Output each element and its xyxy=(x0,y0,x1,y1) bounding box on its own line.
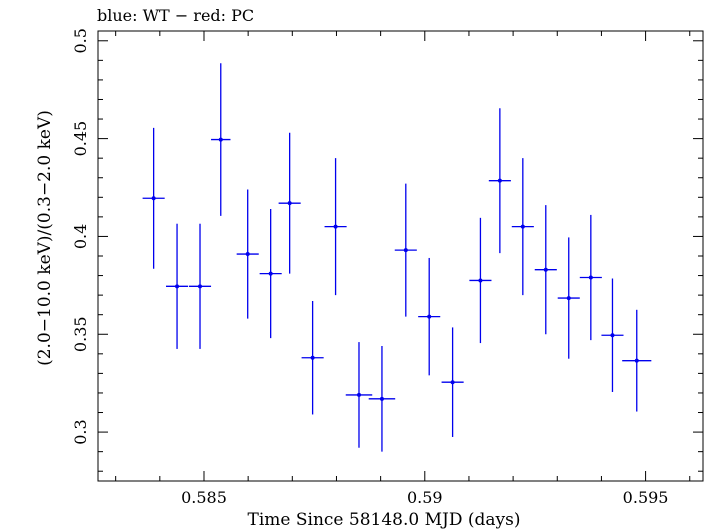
x-tick-label: 0.595 xyxy=(623,488,669,507)
data-marker xyxy=(543,267,548,272)
data-point xyxy=(368,346,396,452)
data-point xyxy=(211,63,231,216)
y-tick-label: 0.3 xyxy=(71,419,90,444)
data-point xyxy=(622,309,652,412)
data-point xyxy=(579,214,602,341)
data-point xyxy=(469,217,492,344)
data-point xyxy=(441,327,464,437)
y-axis-label: (2.0−10.0 keV)/(0.3−2.0 keV) xyxy=(35,110,55,366)
y-tick-label: 0.5 xyxy=(71,28,90,53)
data-point xyxy=(394,183,417,317)
x-axis-label: Time Since 58148.0 MJD (days) xyxy=(248,510,521,530)
data-marker xyxy=(218,137,223,142)
data-point xyxy=(324,158,347,296)
data-point xyxy=(511,158,534,296)
data-point xyxy=(418,257,441,376)
data-marker xyxy=(310,355,315,360)
data-marker xyxy=(245,252,250,257)
data-point xyxy=(188,223,212,349)
chart-title: blue: WT − red: PC xyxy=(97,6,255,25)
y-tick-label: 0.45 xyxy=(71,121,90,157)
data-marker xyxy=(403,248,408,253)
data-point xyxy=(278,132,301,274)
data-marker xyxy=(356,392,361,397)
y-tick-label: 0.4 xyxy=(71,224,90,249)
data-marker xyxy=(379,396,384,401)
data-marker xyxy=(566,296,571,301)
data-marker xyxy=(478,278,483,283)
plot-frame xyxy=(97,30,704,482)
data-point xyxy=(142,127,165,269)
data-marker xyxy=(634,358,639,363)
data-marker xyxy=(198,284,203,289)
data-marker xyxy=(497,178,502,183)
x-tick-label: 0.59 xyxy=(407,488,443,507)
data-point xyxy=(557,237,580,359)
data-point xyxy=(166,223,189,349)
data-marker xyxy=(175,284,180,289)
data-marker xyxy=(588,275,593,280)
data-marker xyxy=(450,380,455,385)
data-marker xyxy=(333,224,338,229)
data-marker xyxy=(610,333,615,338)
data-point xyxy=(601,278,624,392)
x-tick-label: 0.585 xyxy=(181,488,227,507)
data-point xyxy=(301,301,324,415)
data-marker xyxy=(287,201,292,206)
data-point xyxy=(488,108,511,254)
data-marker xyxy=(268,271,273,276)
data-point xyxy=(236,189,259,319)
data-point xyxy=(259,209,282,339)
data-marker xyxy=(151,196,156,201)
y-tick-label: 0.35 xyxy=(71,316,90,352)
data-marker xyxy=(520,224,525,229)
data-point xyxy=(534,205,557,335)
data-point xyxy=(345,342,373,448)
data-marker xyxy=(427,314,432,319)
